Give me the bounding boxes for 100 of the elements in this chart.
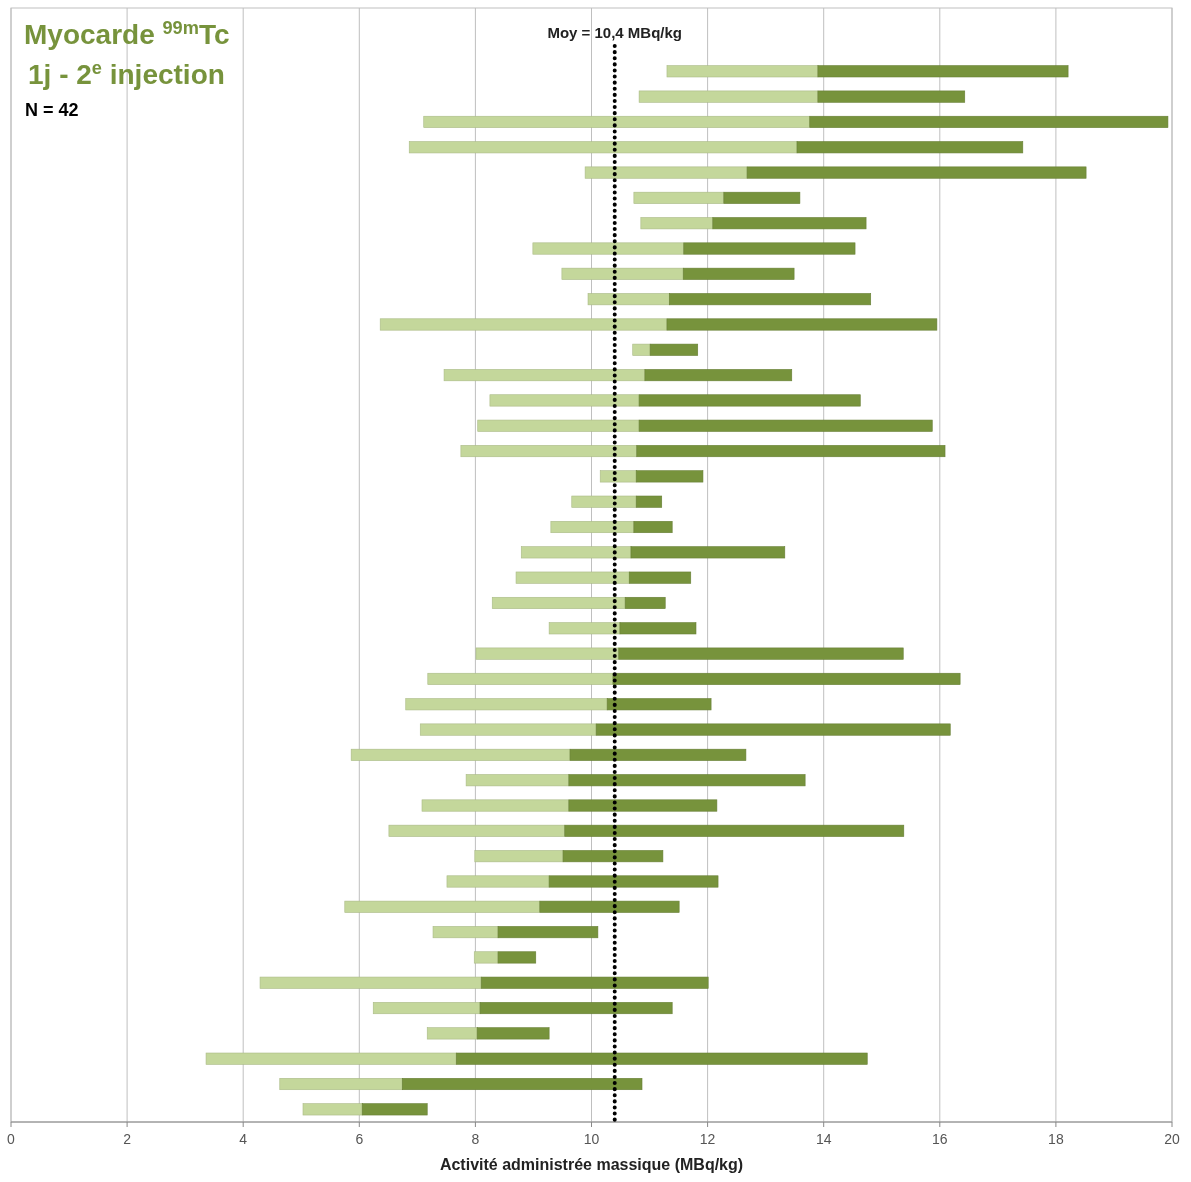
bar — [401, 1078, 643, 1091]
bar — [550, 521, 635, 534]
bar — [644, 369, 793, 382]
bar — [479, 1002, 673, 1015]
bar — [344, 900, 541, 913]
bar — [515, 571, 630, 584]
bar — [712, 217, 867, 230]
bar — [259, 976, 482, 989]
bar — [548, 875, 719, 888]
ref-line-label: Moy = 10,4 MBq/kg — [547, 24, 683, 41]
bar — [612, 672, 961, 685]
bar — [796, 141, 1024, 154]
bar — [432, 926, 499, 939]
bar — [817, 65, 1069, 78]
bar — [569, 748, 747, 761]
bar — [628, 571, 692, 584]
bar — [568, 774, 806, 787]
bar — [405, 698, 608, 711]
x-tick-label: 20 — [1164, 1131, 1180, 1147]
x-tick-label: 10 — [583, 1131, 600, 1147]
bar — [618, 647, 904, 660]
bar — [606, 698, 712, 711]
bar — [475, 647, 620, 660]
bar — [599, 470, 637, 483]
bar — [460, 445, 638, 458]
bar — [649, 343, 699, 356]
x-tick-label: 14 — [815, 1131, 832, 1147]
bar — [426, 1027, 478, 1040]
bar — [474, 850, 564, 863]
bar — [548, 622, 621, 635]
bar — [668, 293, 872, 306]
bar — [635, 495, 663, 508]
x-tick-label: 16 — [932, 1131, 948, 1147]
bar — [635, 470, 704, 483]
x-axis-title: Activité administrée massique (MBq/kg) — [439, 1156, 744, 1173]
annotation: N = 42 — [25, 100, 79, 120]
bar — [638, 90, 819, 103]
chart-title: Myocarde $^{99m}$Tc — [24, 18, 230, 50]
bar — [423, 115, 811, 128]
bar — [476, 1027, 550, 1040]
x-tick-label: 2 — [123, 1131, 132, 1147]
x-tick-label: 18 — [1048, 1131, 1064, 1147]
bar — [587, 293, 670, 306]
bar — [480, 976, 709, 989]
bar — [817, 90, 966, 103]
x-tick-label: 6 — [355, 1131, 364, 1147]
bar — [809, 115, 1169, 128]
bar — [497, 951, 537, 964]
bar — [746, 166, 1087, 179]
bar — [640, 217, 714, 230]
bar — [379, 318, 668, 331]
bar — [279, 1078, 403, 1091]
bar — [473, 951, 499, 964]
bar — [419, 723, 597, 736]
bar — [638, 419, 933, 432]
bar — [723, 191, 801, 204]
bar — [683, 242, 856, 255]
x-tick-label: 12 — [699, 1131, 716, 1147]
bar — [388, 824, 566, 837]
bar — [489, 394, 640, 407]
bar — [561, 267, 684, 280]
bar — [666, 65, 819, 78]
bar — [682, 267, 795, 280]
bar — [520, 546, 632, 559]
bar — [455, 1052, 868, 1065]
bar — [539, 900, 680, 913]
bar — [666, 318, 938, 331]
bar — [630, 546, 786, 559]
bar — [571, 495, 637, 508]
bar — [584, 166, 748, 179]
x-tick-label: 0 — [7, 1131, 16, 1147]
bar — [568, 799, 718, 812]
bar — [350, 748, 571, 761]
bar — [595, 723, 951, 736]
bar — [636, 445, 946, 458]
bar — [427, 672, 614, 685]
x-tick-label: 8 — [471, 1131, 480, 1147]
bar — [491, 596, 626, 609]
bar — [532, 242, 685, 255]
bar — [564, 824, 905, 837]
bar — [446, 875, 550, 888]
bar — [633, 191, 725, 204]
bar — [443, 369, 646, 382]
bar — [465, 774, 570, 787]
bar — [619, 622, 697, 635]
bar — [497, 926, 599, 939]
bar — [408, 141, 798, 154]
bar — [361, 1103, 428, 1116]
bar — [632, 343, 651, 356]
bar — [562, 850, 664, 863]
x-tick-label: 4 — [239, 1131, 248, 1147]
bar — [421, 799, 570, 812]
bar — [302, 1103, 363, 1116]
bar — [633, 521, 673, 534]
bar — [477, 419, 640, 432]
bar — [638, 394, 861, 407]
bar — [205, 1052, 457, 1065]
bar — [372, 1002, 481, 1015]
bar — [624, 596, 666, 609]
text: 1j - 2$^{e}$ injection — [28, 58, 225, 90]
